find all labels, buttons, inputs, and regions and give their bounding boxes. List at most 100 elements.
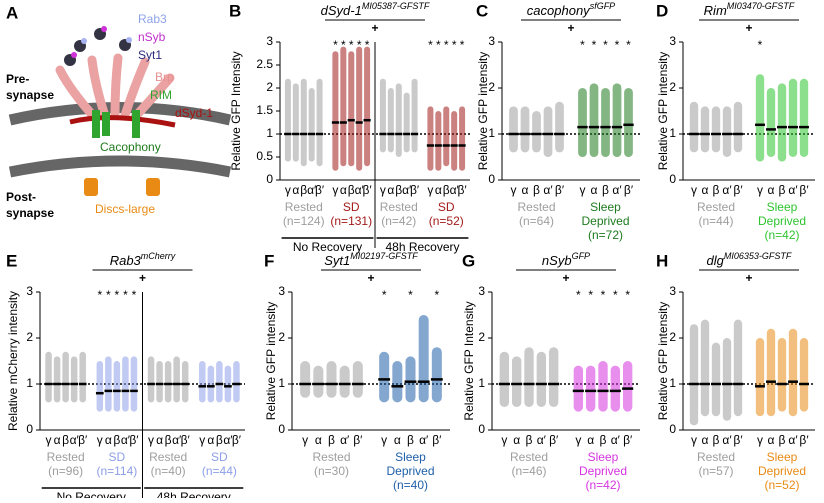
x-tick-label: γ xyxy=(380,183,386,197)
post-membrane xyxy=(8,155,232,178)
y-axis-label: Relative GFP Intensity xyxy=(462,301,476,420)
range xyxy=(624,88,633,157)
range xyxy=(799,78,809,157)
x-tick-label: α xyxy=(207,433,214,447)
y-tick-label: 0 xyxy=(278,422,285,436)
label: Cacophony xyxy=(100,140,161,154)
x-tick-label: β′ xyxy=(232,433,242,447)
range xyxy=(105,356,112,412)
range xyxy=(199,361,206,403)
range xyxy=(532,111,541,153)
y-tick-label: 1 xyxy=(669,126,676,140)
y-tick-label: 0 xyxy=(478,422,485,436)
y-tick-label: 3 xyxy=(669,284,676,298)
x-tick-label: β′ xyxy=(799,433,809,447)
significance: * xyxy=(588,288,593,302)
plus: + xyxy=(139,271,146,285)
x-tick-label: β xyxy=(165,433,172,447)
range xyxy=(348,51,355,167)
plus: + xyxy=(367,271,374,285)
y-tick-label: 0 xyxy=(26,422,33,436)
y-tick-label: 0 xyxy=(669,422,676,436)
range xyxy=(427,106,434,171)
x-tick-label: α xyxy=(54,433,61,447)
label: Pre- xyxy=(6,72,29,86)
range xyxy=(520,106,530,153)
y-tick-label: 1 xyxy=(478,376,485,390)
range xyxy=(543,106,553,157)
label: RIM xyxy=(150,88,172,102)
range xyxy=(164,361,172,403)
range xyxy=(610,365,621,412)
chart-title: RimMI03470-GFSTF xyxy=(704,1,795,18)
y-tick-label: 3 xyxy=(266,34,273,48)
range xyxy=(113,361,121,412)
x-tick-label: β xyxy=(328,433,335,447)
x-tick-label: β′ xyxy=(733,433,743,447)
x-tick-label: β xyxy=(779,183,786,197)
range xyxy=(300,361,311,398)
significance: * xyxy=(357,38,362,52)
title-sup: MI06353-GFSTF xyxy=(724,251,792,261)
y-tick-label: 1 xyxy=(278,376,285,390)
x-tick-label: γ xyxy=(427,183,433,197)
x-tick-label: β xyxy=(348,183,355,197)
x-tick-label: α′ xyxy=(611,433,621,447)
x-tick-label: α′ xyxy=(788,183,798,197)
significance: * xyxy=(132,288,137,302)
label: Brp xyxy=(155,70,174,84)
x-tick-label: α xyxy=(768,183,775,197)
range xyxy=(173,356,180,403)
plus: + xyxy=(745,271,752,285)
range xyxy=(722,338,732,421)
range xyxy=(356,46,363,171)
group-n: (n=42) xyxy=(381,214,416,228)
y-tick-label: 3 xyxy=(669,34,676,48)
significance: * xyxy=(106,288,111,302)
x-tick-label: α xyxy=(702,183,709,197)
x-tick-label: α xyxy=(394,433,401,447)
section-label: No Recovery xyxy=(57,490,126,498)
group-name: Rested xyxy=(149,450,187,464)
x-tick-label: β xyxy=(62,433,69,447)
x-tick-label: β xyxy=(216,433,223,447)
x-tick-label: γ xyxy=(580,183,586,197)
label: Discs-large xyxy=(95,202,155,216)
x-tick-label: α xyxy=(768,433,775,447)
range xyxy=(459,106,466,171)
group-n: (n=72) xyxy=(588,228,623,242)
group-n: (n=42) xyxy=(764,228,799,242)
y-tick-label: 2 xyxy=(278,330,285,344)
label: nSyb xyxy=(138,30,166,44)
significance: * xyxy=(626,38,631,52)
group-n: (n=42) xyxy=(585,478,620,492)
x-tick-label: γ xyxy=(501,433,507,447)
group-n: (n=44) xyxy=(202,464,237,478)
group-n: (n=40) xyxy=(151,464,186,478)
significance: * xyxy=(576,288,581,302)
range xyxy=(777,83,787,162)
y-tick-label: 1 xyxy=(26,376,33,390)
panel-label: A xyxy=(6,3,18,22)
range xyxy=(578,88,587,157)
significance: * xyxy=(123,288,128,302)
x-tick-label: α′ xyxy=(722,183,732,197)
group-name: SD xyxy=(211,450,228,464)
range xyxy=(313,365,324,398)
y-tick-label: 2.5 xyxy=(256,57,273,71)
range xyxy=(332,51,339,171)
x-tick-label: β′ xyxy=(733,183,743,197)
range xyxy=(601,88,610,157)
y-tick-label: 2 xyxy=(266,80,273,94)
significance: * xyxy=(615,38,620,52)
range xyxy=(733,319,743,417)
x-tick-label: α′ xyxy=(419,433,429,447)
label: synapse xyxy=(6,206,54,220)
x-tick-label: α′ xyxy=(121,433,131,447)
group-name: Sleep xyxy=(767,200,798,214)
range xyxy=(418,315,429,403)
range xyxy=(395,83,402,157)
x-tick-label: α xyxy=(292,183,299,197)
significance: * xyxy=(592,38,597,52)
